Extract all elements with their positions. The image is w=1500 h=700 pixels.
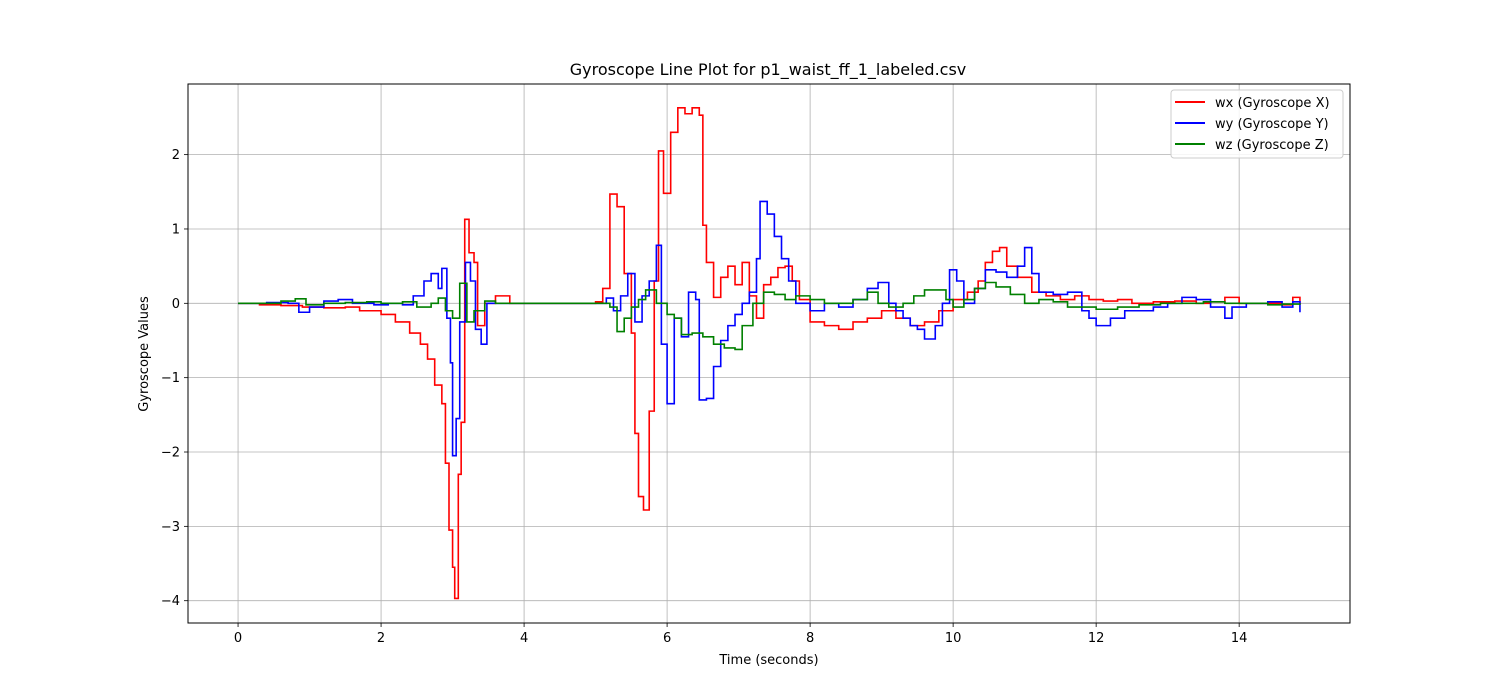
series-line-wy [238, 200, 1301, 457]
x-tick-label: 8 [806, 631, 814, 646]
series-line-wx [238, 106, 1301, 600]
x-tick-label: 12 [1088, 631, 1105, 646]
x-tick-label: 2 [377, 631, 385, 646]
x-axis-ticks: 0 2 4 6 8 10 12 14 [234, 623, 1248, 646]
x-axis-label: Time (seconds) [718, 653, 818, 668]
series-lines [238, 106, 1301, 600]
y-axis-ticks: −4 −3 −2 −1 0 1 2 [161, 148, 188, 609]
legend-frame [1170, 89, 1344, 159]
legend: wx (Gyroscope X) wy (Gyroscope Y) wz (Gy… [1170, 89, 1344, 159]
x-tick-label: 14 [1231, 631, 1248, 646]
y-tick-label: −1 [161, 371, 180, 386]
series-line-wz [238, 281, 1301, 351]
y-tick-label: 0 [172, 297, 180, 312]
legend-label: wx (Gyroscope X) [1215, 96, 1330, 111]
y-tick-label: 1 [172, 222, 180, 237]
y-tick-label: −4 [161, 594, 180, 609]
grid-lines [188, 84, 1350, 623]
y-tick-label: −3 [161, 520, 180, 535]
legend-entry: wx (Gyroscope X) [1175, 96, 1330, 111]
x-tick-label: 4 [520, 631, 528, 646]
plot-frame [187, 83, 1351, 624]
legend-label: wy (Gyroscope Y) [1215, 117, 1329, 132]
x-tick-label: 6 [663, 631, 671, 646]
chart-title: Gyroscope Line Plot for p1_waist_ff_1_la… [570, 60, 967, 80]
legend-entry: wy (Gyroscope Y) [1175, 117, 1329, 132]
x-tick-label: 10 [945, 631, 962, 646]
y-axis-label: Gyroscope Values [137, 296, 152, 412]
legend-label: wz (Gyroscope Z) [1215, 138, 1329, 153]
y-tick-label: −2 [161, 446, 180, 461]
x-tick-label: 0 [234, 631, 242, 646]
legend-entry: wz (Gyroscope Z) [1175, 138, 1329, 153]
y-tick-label: 2 [172, 148, 180, 163]
